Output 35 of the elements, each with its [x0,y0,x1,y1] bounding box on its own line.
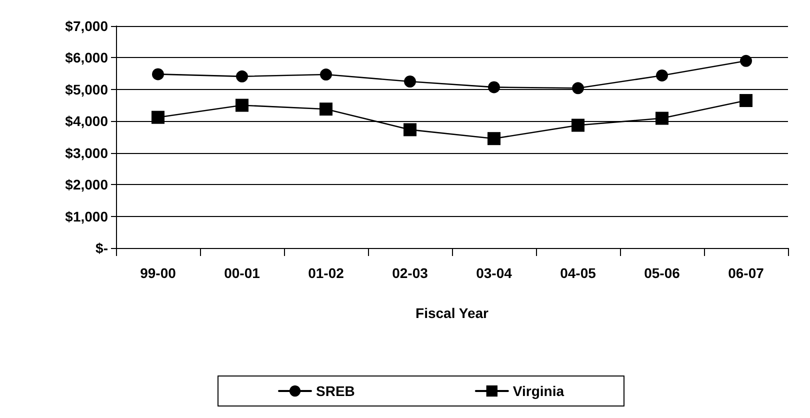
x-tick-label: 00-01 [224,265,260,281]
point [488,81,500,94]
x-tick-label: 05-06 [644,265,680,281]
point [320,102,332,116]
x-tick-label: 06-07 [728,265,764,281]
x-tick-label: 02-03 [392,265,428,281]
x-axis-title: Fiscal Year [416,305,490,321]
point [740,94,752,108]
point [152,110,164,124]
point [320,68,332,81]
y-tick-label: $1,000 [65,208,108,224]
point [236,98,248,112]
legend-label: Virginia [512,383,564,399]
point [404,76,416,88]
x-tick-label: 01-02 [308,265,344,281]
point [656,112,668,125]
y-tick-label: $5,000 [65,81,108,98]
x-tick-label: 99-00 [140,265,176,281]
y-tick-label: $6,000 [65,50,108,66]
point [656,69,668,82]
y-tick-label: $- [96,240,108,256]
point [572,82,584,94]
x-tick-label: 04-05 [560,265,596,281]
point [572,118,584,132]
legend-label: SREB [316,383,355,399]
y-tick-label: $7,000 [65,18,108,34]
point [488,132,500,146]
y-tick-label: $4,000 [65,113,108,130]
point [152,68,164,80]
y-tick-label: $2,000 [65,176,108,193]
point [404,123,416,136]
point [740,54,752,67]
point [236,70,248,82]
x-tick-label: 03-04 [476,265,512,281]
y-tick-label: $3,000 [65,144,108,161]
